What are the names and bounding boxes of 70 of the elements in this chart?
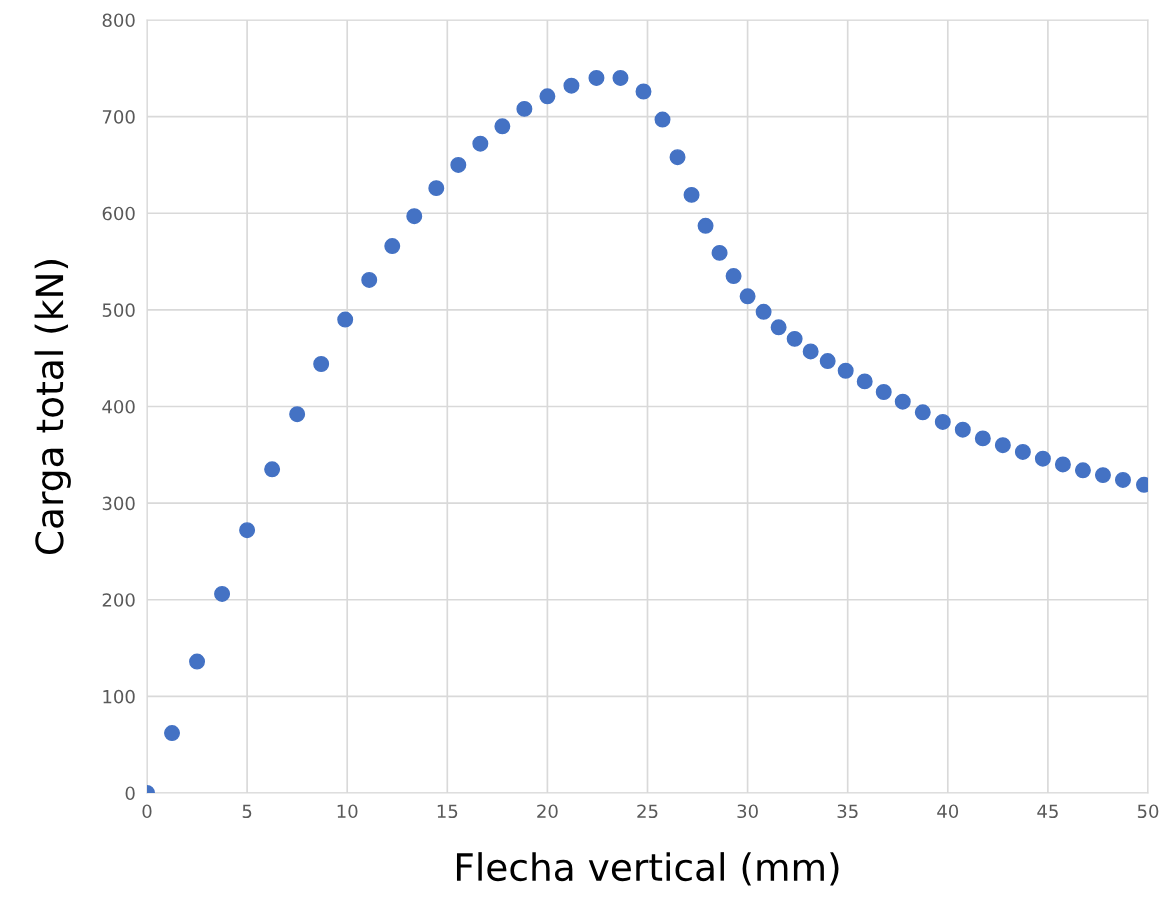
point (337, 311, 354, 328)
point (894, 393, 911, 410)
y-axis-title: Carga total (kN) (34, 260, 71, 555)
y-tick-label: 800 (102, 13, 135, 28)
x-tick-label: 0 (142, 804, 152, 819)
point (954, 421, 971, 438)
y-tick-label: 300 (102, 496, 135, 511)
point (264, 461, 281, 478)
point (428, 180, 445, 197)
x-tick-label: 35 (837, 804, 858, 819)
y-tick-label: 100 (103, 689, 135, 704)
x-tick-label: 20 (537, 804, 558, 819)
point (289, 406, 306, 423)
point (802, 343, 819, 360)
x-tick-label: 40 (937, 804, 959, 819)
point (214, 585, 231, 602)
point (819, 353, 836, 370)
point (934, 413, 951, 430)
point (786, 330, 803, 347)
point (384, 238, 401, 255)
point (516, 100, 533, 117)
point (612, 69, 629, 86)
point (755, 303, 772, 320)
point (406, 208, 423, 225)
point (725, 268, 742, 285)
point (539, 88, 556, 105)
point (239, 522, 256, 539)
x-tick-label: 5 (242, 804, 252, 819)
point (770, 319, 787, 336)
x-tick-label: 25 (637, 804, 658, 819)
y-tick-label: 500 (102, 303, 135, 317)
point (683, 186, 700, 203)
point (669, 149, 686, 166)
point (914, 404, 931, 421)
point (875, 384, 892, 400)
x-tick-label: 10 (337, 804, 358, 819)
x-tick-label: 50 (1137, 804, 1159, 819)
point (697, 217, 714, 234)
point (837, 362, 854, 379)
y-tick-label: 600 (102, 206, 135, 221)
point (994, 437, 1011, 454)
point (635, 83, 652, 100)
y-tick-label: 0 (125, 786, 135, 801)
point (1114, 471, 1131, 488)
y-tick-label: 200 (102, 593, 135, 607)
point (739, 288, 756, 305)
x-tick-label: 15 (437, 804, 458, 819)
point (1014, 443, 1031, 460)
point (313, 356, 330, 372)
x-tick-label: 45 (1037, 804, 1058, 819)
point (588, 69, 605, 86)
point (563, 77, 580, 94)
point (856, 373, 873, 390)
point (189, 653, 206, 670)
x-tick-label: 30 (737, 804, 758, 819)
point (1094, 467, 1111, 484)
point (1054, 456, 1071, 473)
point (361, 271, 378, 288)
point (494, 118, 511, 135)
y-tick-label: 400 (102, 399, 135, 414)
point (1034, 450, 1051, 467)
point (164, 725, 181, 742)
point (450, 156, 467, 173)
point (472, 135, 489, 152)
point (1074, 462, 1091, 479)
y-tick-label: 700 (102, 110, 135, 124)
x-axis-title: Flecha vertical (mm) (456, 852, 839, 886)
point (711, 244, 728, 261)
point (974, 430, 991, 447)
point (654, 111, 671, 128)
